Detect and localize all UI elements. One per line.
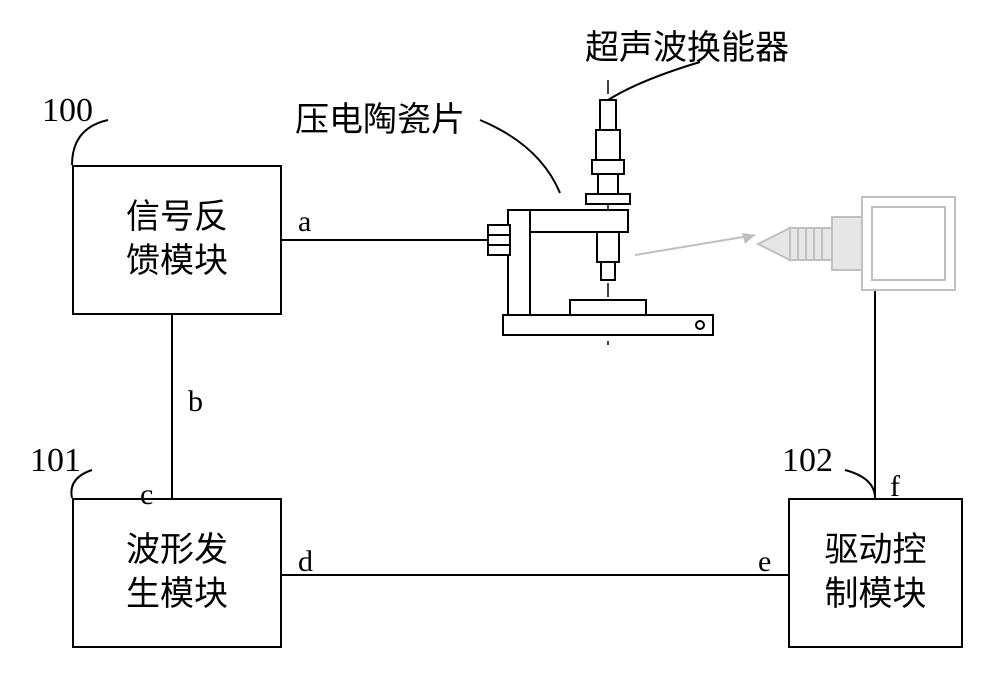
label-transducer: 超声波换能器 bbox=[585, 20, 789, 69]
block-drive: 驱动控制模块 bbox=[788, 498, 963, 648]
label-f: f bbox=[890, 470, 900, 504]
ghost-leader bbox=[635, 235, 755, 255]
ghost-camera bbox=[635, 197, 955, 290]
label-102: 102 bbox=[782, 442, 833, 480]
ghost-frame-inner bbox=[872, 207, 945, 280]
diagram-stage: 信号反馈模块 波形发生模块 驱动控制模块 100 101 102 超声波换能器 … bbox=[0, 0, 1000, 698]
ghost-lens bbox=[832, 217, 862, 270]
piezo-disc bbox=[586, 194, 630, 204]
device-barrel bbox=[488, 225, 510, 255]
label-b: b bbox=[188, 385, 203, 419]
device-arm bbox=[530, 210, 628, 232]
ghost-frame-outer bbox=[862, 197, 955, 290]
device-upright bbox=[508, 210, 530, 315]
shaft-3 bbox=[592, 160, 624, 174]
label-e: e bbox=[758, 545, 771, 579]
label-101: 101 bbox=[30, 442, 81, 480]
ghost-leader-head bbox=[742, 233, 755, 244]
label-d: d bbox=[298, 545, 313, 579]
label-100: 100 bbox=[42, 92, 93, 130]
leader-102 bbox=[845, 470, 875, 498]
block-waveform-text: 波形发生模块 bbox=[126, 529, 228, 617]
block-feedback-text: 信号反馈模块 bbox=[126, 196, 228, 284]
device-base bbox=[503, 315, 713, 335]
ghost-tip bbox=[758, 228, 790, 260]
nozzle-lower bbox=[601, 262, 615, 280]
device bbox=[488, 100, 713, 335]
shaft-4 bbox=[598, 174, 618, 194]
block-drive-text: 驱动控制模块 bbox=[825, 529, 927, 617]
shaft-2 bbox=[596, 130, 620, 160]
block-feedback: 信号反馈模块 bbox=[72, 165, 282, 315]
block-waveform: 波形发生模块 bbox=[72, 498, 282, 648]
ghost-body bbox=[790, 228, 832, 260]
label-piezo: 压电陶瓷片 bbox=[295, 92, 465, 141]
device-base-hole bbox=[696, 321, 704, 329]
shaft-1 bbox=[600, 100, 616, 130]
leader-piezo bbox=[480, 120, 560, 193]
device-pedestal bbox=[570, 300, 646, 315]
nozzle-upper bbox=[597, 232, 619, 262]
label-a: a bbox=[298, 205, 311, 239]
label-c: c bbox=[140, 478, 153, 512]
